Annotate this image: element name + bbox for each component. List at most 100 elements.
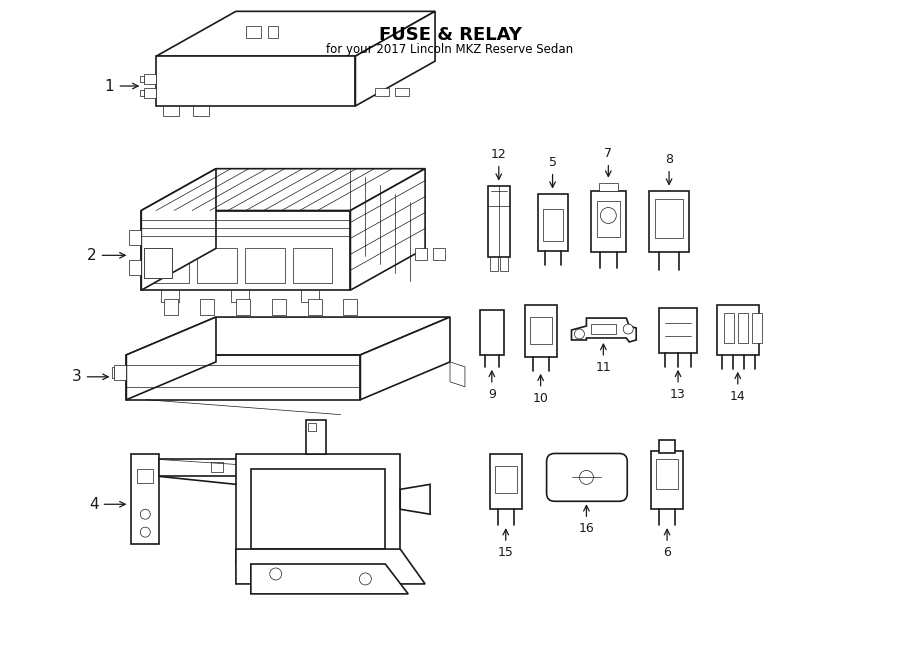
Polygon shape — [717, 305, 759, 355]
Polygon shape — [236, 549, 425, 584]
Polygon shape — [495, 467, 517, 493]
Circle shape — [574, 329, 584, 339]
Polygon shape — [308, 299, 321, 315]
Text: 12: 12 — [491, 147, 507, 161]
Polygon shape — [591, 190, 626, 253]
Polygon shape — [272, 299, 285, 315]
Polygon shape — [450, 362, 465, 387]
Text: 15: 15 — [498, 546, 514, 559]
Text: 10: 10 — [533, 392, 549, 405]
Text: 2: 2 — [87, 248, 96, 263]
Polygon shape — [400, 485, 430, 514]
Polygon shape — [659, 440, 675, 453]
Polygon shape — [163, 106, 179, 116]
Polygon shape — [144, 249, 172, 278]
Polygon shape — [543, 208, 562, 241]
Polygon shape — [356, 11, 435, 106]
Polygon shape — [197, 249, 237, 283]
Polygon shape — [236, 299, 250, 315]
Text: 8: 8 — [665, 153, 673, 166]
Polygon shape — [490, 257, 498, 271]
Polygon shape — [161, 290, 179, 302]
Polygon shape — [114, 365, 126, 380]
Polygon shape — [395, 88, 410, 96]
Polygon shape — [350, 169, 425, 290]
Polygon shape — [530, 317, 552, 344]
Polygon shape — [572, 318, 636, 342]
Polygon shape — [652, 451, 683, 509]
Polygon shape — [488, 186, 509, 257]
Text: 1: 1 — [104, 79, 114, 94]
Polygon shape — [138, 469, 153, 483]
Polygon shape — [157, 56, 356, 106]
Polygon shape — [599, 182, 618, 190]
Polygon shape — [130, 231, 141, 245]
Polygon shape — [144, 74, 157, 84]
Text: 6: 6 — [663, 546, 671, 559]
Polygon shape — [141, 169, 216, 290]
Circle shape — [359, 573, 372, 585]
Polygon shape — [360, 317, 450, 400]
Circle shape — [140, 509, 150, 519]
Polygon shape — [246, 26, 261, 38]
Text: 11: 11 — [596, 361, 611, 374]
Polygon shape — [344, 299, 357, 315]
Polygon shape — [194, 106, 209, 116]
Polygon shape — [211, 463, 223, 473]
Polygon shape — [292, 249, 332, 283]
Polygon shape — [591, 324, 617, 334]
Polygon shape — [126, 355, 360, 400]
Text: 13: 13 — [670, 388, 686, 401]
Text: for your 2017 Lincoln MKZ Reserve Sedan: for your 2017 Lincoln MKZ Reserve Sedan — [327, 43, 573, 56]
Polygon shape — [141, 169, 425, 210]
Polygon shape — [236, 455, 400, 564]
Polygon shape — [301, 290, 319, 302]
Polygon shape — [131, 455, 159, 544]
Polygon shape — [144, 249, 172, 278]
Polygon shape — [140, 76, 144, 82]
Polygon shape — [149, 249, 189, 283]
Polygon shape — [659, 308, 697, 353]
Polygon shape — [200, 299, 214, 315]
Text: 16: 16 — [579, 522, 594, 535]
Text: 9: 9 — [488, 388, 496, 401]
Text: 5: 5 — [549, 156, 556, 169]
Polygon shape — [724, 313, 733, 343]
Polygon shape — [251, 469, 385, 549]
Text: 3: 3 — [72, 369, 82, 384]
Text: 14: 14 — [730, 390, 746, 403]
Polygon shape — [490, 455, 522, 509]
Polygon shape — [126, 317, 450, 355]
Text: 4: 4 — [89, 497, 98, 512]
Polygon shape — [268, 26, 278, 38]
FancyBboxPatch shape — [546, 453, 627, 501]
Polygon shape — [656, 459, 678, 489]
Polygon shape — [157, 11, 435, 56]
Polygon shape — [415, 249, 428, 260]
Polygon shape — [649, 190, 689, 253]
Polygon shape — [525, 305, 556, 357]
Polygon shape — [141, 210, 350, 290]
Polygon shape — [433, 249, 445, 260]
Text: FUSE & RELAY: FUSE & RELAY — [379, 26, 521, 44]
Polygon shape — [598, 200, 620, 237]
Polygon shape — [738, 313, 748, 343]
Circle shape — [580, 471, 593, 485]
Polygon shape — [112, 367, 114, 378]
Polygon shape — [306, 420, 326, 455]
Circle shape — [624, 324, 634, 334]
Polygon shape — [251, 564, 409, 594]
Circle shape — [600, 208, 617, 223]
Polygon shape — [159, 459, 241, 477]
Text: 7: 7 — [604, 147, 612, 160]
Polygon shape — [140, 90, 144, 96]
Polygon shape — [245, 249, 284, 283]
Polygon shape — [480, 310, 504, 355]
Polygon shape — [655, 198, 683, 239]
Polygon shape — [537, 194, 568, 251]
Polygon shape — [375, 88, 390, 96]
Polygon shape — [126, 317, 216, 400]
Circle shape — [140, 527, 150, 537]
Circle shape — [270, 568, 282, 580]
Polygon shape — [752, 313, 761, 343]
